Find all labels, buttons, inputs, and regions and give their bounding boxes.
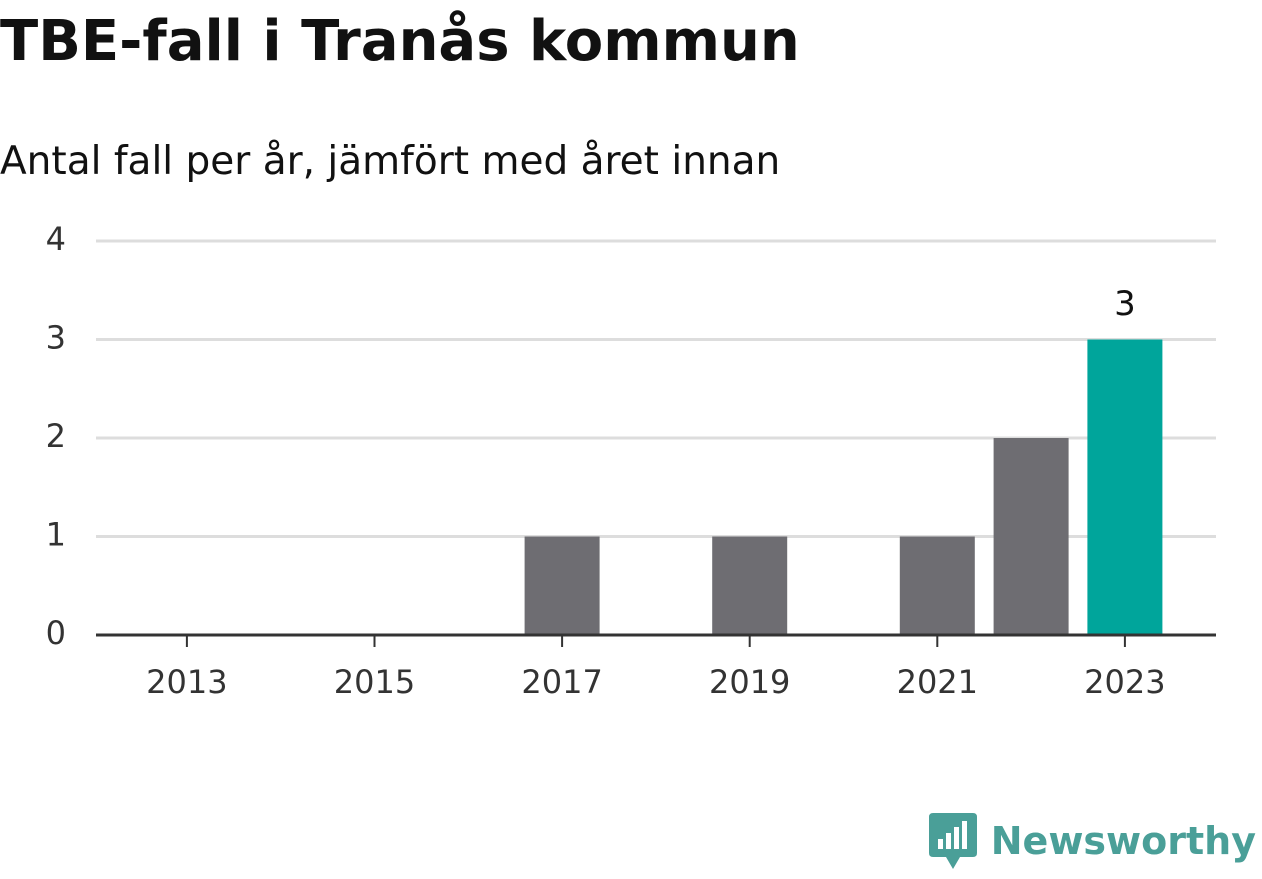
bar-2019 <box>712 536 788 635</box>
chart-subtitle: Antal fall per år, jämfört med året inna… <box>0 139 781 184</box>
y-tick-label-4: 4 <box>46 220 66 258</box>
newsworthy-logo-icon <box>928 813 977 869</box>
bar-2023 <box>1087 339 1163 635</box>
bar-2022 <box>993 438 1069 635</box>
x-tick-label-2021: 2021 <box>897 663 978 701</box>
y-tick-label-2: 2 <box>46 417 66 455</box>
bar-2021 <box>899 536 975 635</box>
x-tick-label-2023: 2023 <box>1084 663 1165 701</box>
x-tick-label-2017: 2017 <box>521 663 602 701</box>
data-label-2023: 3 <box>1114 284 1136 324</box>
bar-2017 <box>524 536 600 635</box>
newsworthy-brand: Newsworthy <box>927 811 1256 871</box>
bars <box>524 339 1163 635</box>
y-tick-label-3: 3 <box>46 319 66 357</box>
axes <box>96 633 1216 647</box>
chart-title: TBE-fall i Tranås kommun <box>0 9 800 74</box>
labels: 0 1 2 3 4 2013 2015 2017 2019 2021 2023 3 <box>46 220 1166 701</box>
x-tick-label-2013: 2013 <box>146 663 227 701</box>
y-tick-label-0: 0 <box>46 614 66 652</box>
brand-name: Newsworthy <box>990 819 1256 863</box>
x-tick-label-2015: 2015 <box>334 663 415 701</box>
y-tick-label-1: 1 <box>46 516 66 554</box>
x-tick-label-2019: 2019 <box>709 663 790 701</box>
